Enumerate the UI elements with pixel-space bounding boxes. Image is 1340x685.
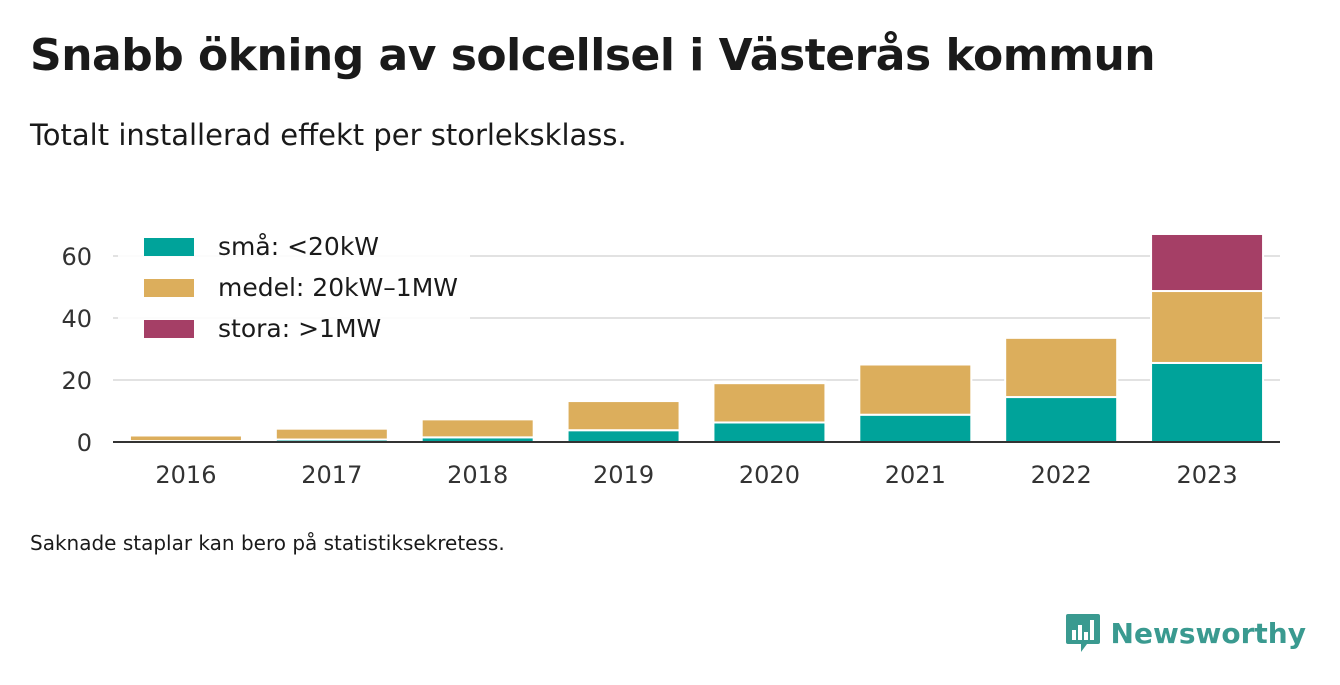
legend-swatch-medium [144, 278, 194, 297]
bar-segment [712, 380, 827, 385]
x-tick-label: 2019 [593, 461, 654, 489]
bar-segment [1150, 361, 1265, 444]
x-tick-label: 2017 [301, 461, 362, 489]
x-tick-label: 2016 [155, 461, 216, 489]
bar-segment [858, 413, 973, 444]
bar-segment [712, 421, 827, 444]
bar-segment [420, 418, 535, 439]
y-tick-label: 20 [61, 367, 92, 395]
y-tick-label: 0 [77, 429, 92, 457]
bar-segment [274, 427, 389, 441]
x-tick-label: 2023 [1177, 461, 1238, 489]
brand-name: Newsworthy [1110, 616, 1306, 650]
x-tick-label: 2018 [447, 461, 508, 489]
bar-segment [566, 429, 681, 444]
bar-segment [858, 363, 973, 416]
legend-label-large: stora: >1MW [218, 314, 382, 343]
y-tick-label: 60 [61, 243, 92, 271]
legend-item-large: stora: >1MW [144, 308, 458, 349]
legend-swatch-small [144, 237, 194, 256]
legend-item-small: små: <20kW [144, 226, 458, 267]
bar-segment [1004, 396, 1119, 443]
y-tick-label: 40 [61, 305, 92, 333]
legend-label-small: små: <20kW [218, 232, 380, 261]
brand-logo: Newsworthy [1065, 612, 1306, 654]
legend-item-medium: medel: 20kW–1MW [144, 267, 458, 308]
chart-subtitle: Totalt installerad effekt per storlekskl… [30, 118, 627, 152]
bar-segment [1150, 290, 1265, 364]
chart-legend: små: <20kW medel: 20kW–1MW stora: >1MW [118, 222, 471, 353]
bar-segment [128, 434, 243, 443]
legend-swatch-large [144, 319, 194, 338]
chart-title: Snabb ökning av solcellsel i Västerås ko… [30, 30, 1156, 81]
legend-label-medium: medel: 20kW–1MW [218, 273, 459, 302]
x-tick-label: 2021 [885, 461, 946, 489]
x-tick-label: 2022 [1031, 461, 1092, 489]
x-tick-label: 2020 [739, 461, 800, 489]
bar-segment [1150, 232, 1265, 293]
bar-segment [712, 382, 827, 424]
bar-segment [1004, 336, 1119, 399]
newsworthy-logo-icon [1065, 614, 1100, 652]
footnote: Saknade staplar kan bero på statistiksek… [30, 531, 505, 555]
bar-segment [566, 400, 681, 432]
